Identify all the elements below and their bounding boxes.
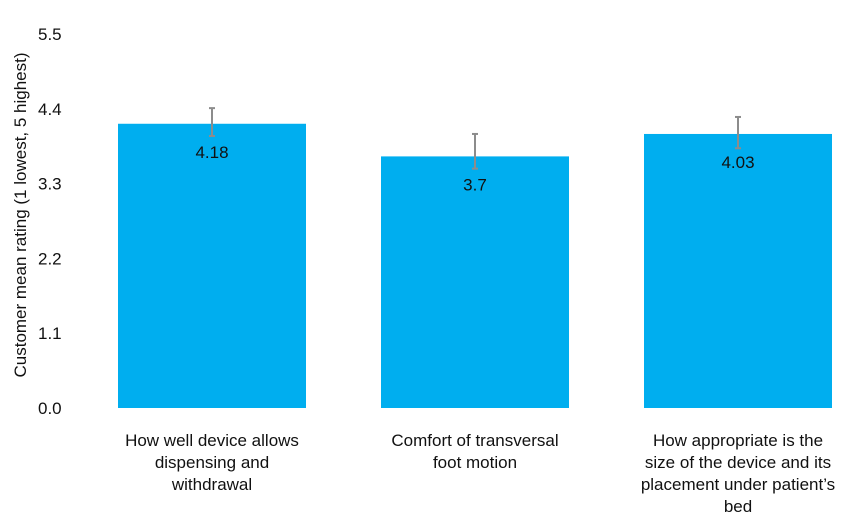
error-bar xyxy=(472,132,478,170)
y-tick-label: 5.5 xyxy=(38,25,62,44)
y-tick-label: 2.2 xyxy=(38,249,62,268)
y-tick-label: 4.4 xyxy=(38,100,62,119)
category-labels-group: How well device allows dispensing and with… xyxy=(125,431,835,516)
error-bars-group xyxy=(209,107,741,170)
bars-group xyxy=(118,123,832,408)
error-bar xyxy=(735,115,741,150)
y-tick-label: 3.3 xyxy=(38,175,62,194)
y-axis-label: Customer mean rating (1 lowest, 5 highes… xyxy=(11,52,30,377)
x-category-label: How well device allows dispensing and with… xyxy=(125,431,299,494)
bar xyxy=(644,133,832,408)
data-label: 4.03 xyxy=(721,153,754,172)
data-label: 3.7 xyxy=(463,175,487,194)
x-category-label: Comfort of transversal foot motion xyxy=(391,431,558,472)
bar xyxy=(381,156,569,408)
data-label: 4.18 xyxy=(195,143,228,162)
y-tick-labels: 0.0 1.1 2.2 3.3 4.4 5.5 xyxy=(38,25,62,418)
data-labels-group: 4.18 3.7 4.03 xyxy=(195,143,754,195)
error-bar xyxy=(209,107,215,137)
y-tick-label: 1.1 xyxy=(38,324,62,343)
x-category-label: How appropriate is the size of the device… xyxy=(641,431,835,516)
bar xyxy=(118,123,306,408)
y-tick-label: 0.0 xyxy=(38,399,62,418)
